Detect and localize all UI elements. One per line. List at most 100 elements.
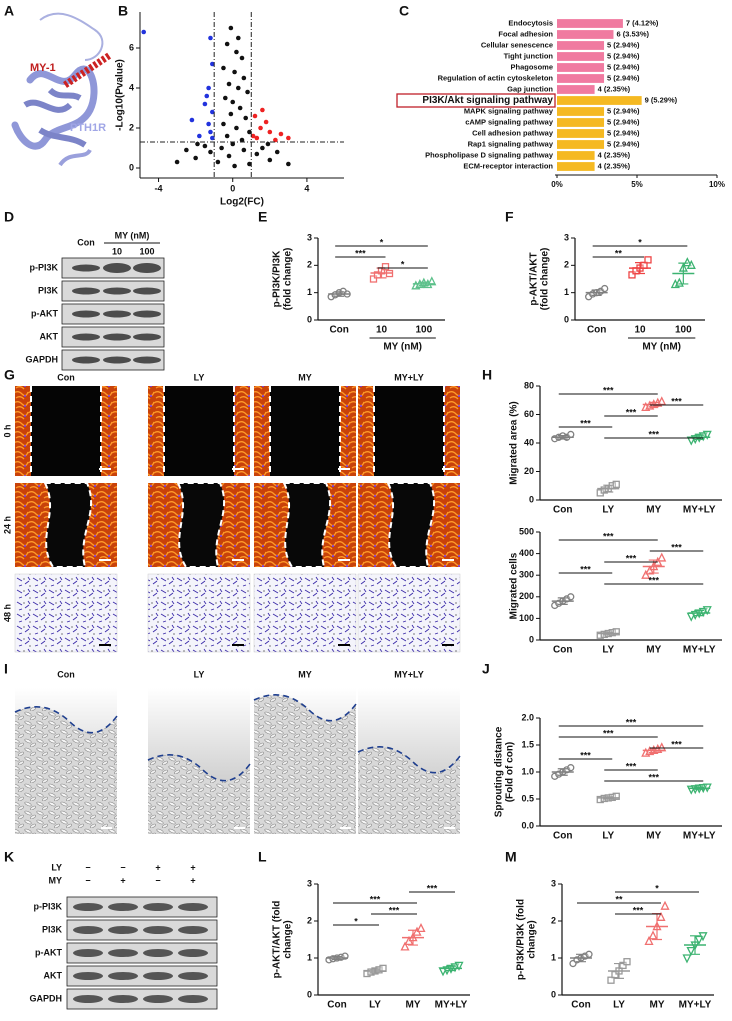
data-point [623, 958, 631, 966]
error-bar [332, 955, 342, 961]
data-point [381, 263, 390, 271]
x-tick-label: 100 [415, 325, 432, 336]
blot-row-label: AKT [44, 970, 63, 980]
bar [557, 85, 595, 94]
y-axis-label: Migrated area (%) [509, 401, 520, 484]
significance-label: * [638, 237, 642, 247]
x-tick-label: Con [553, 645, 572, 656]
point [260, 145, 265, 151]
wound-gap [43, 482, 93, 568]
helix-label: MY-1 [30, 62, 56, 74]
error-bar [557, 597, 568, 605]
error-bar [370, 968, 380, 974]
column-label: MY [298, 372, 312, 382]
point [274, 149, 280, 155]
group-label: MY (nM) [115, 230, 150, 240]
significance-label: *** [427, 883, 438, 893]
x-tick-label: LY [602, 645, 614, 656]
treatment-sign: + [190, 862, 195, 872]
significance-label: *** [370, 894, 381, 904]
data-point [674, 277, 684, 287]
y-tick-label: 300 [519, 570, 534, 580]
x-tick-label: Con [571, 1000, 590, 1011]
y-tick-label: 3 [564, 232, 569, 242]
x-tick-label: 0 [230, 183, 235, 193]
blot-band [178, 972, 208, 980]
column-label: MY [298, 669, 312, 679]
point [260, 107, 265, 113]
blot-row-label: PI3K [42, 924, 63, 934]
significance-label: *** [355, 248, 366, 258]
point [224, 133, 230, 139]
bar [557, 140, 605, 149]
significance-label: *** [626, 407, 637, 417]
y-tick-label: 6 [129, 42, 134, 52]
point [174, 159, 180, 165]
significance-label: * [655, 883, 659, 893]
data-point [567, 764, 575, 772]
point [206, 121, 211, 127]
data-point [648, 930, 658, 940]
point [202, 101, 208, 107]
category-label: Regulation of actin cytoskeleton [438, 73, 554, 82]
x-tick-label: MY+LY [683, 505, 716, 516]
blot-band [133, 356, 161, 364]
y-tick-label: 1 [551, 952, 556, 962]
error-bar [418, 281, 429, 287]
point [267, 129, 273, 135]
category-label: Focal adhesion [498, 29, 553, 38]
blot-strip [66, 942, 218, 964]
blot-band [133, 263, 161, 273]
data-point [600, 486, 608, 494]
significance-label: *** [626, 761, 637, 771]
point [252, 113, 258, 119]
error-bar [334, 291, 345, 297]
panel-letter: L [258, 849, 267, 865]
y-axis-label: p-PI3K/PI3K [272, 250, 283, 307]
significance-label: *** [389, 905, 400, 915]
point [228, 111, 234, 117]
y-axis-label: p-PI3K/PI3K (fold [516, 899, 527, 980]
blot-band [108, 972, 138, 980]
significance-label: *** [648, 772, 659, 782]
blot-band [73, 926, 103, 934]
significance-label: *** [580, 750, 591, 760]
treatment-sign: + [155, 862, 160, 872]
point [234, 125, 239, 131]
x-tick-label: 10 [376, 325, 388, 336]
y-tick-label: 2 [307, 915, 312, 925]
significance-label: *** [580, 564, 591, 574]
value-label: 5 (2.94%) [607, 128, 640, 137]
category-label: MAPK signaling pathway [464, 106, 554, 115]
column-label: MY+LY [394, 372, 423, 382]
category-label: Tight junction [504, 51, 554, 60]
error-bar [603, 631, 614, 636]
y-tick-label: 0.0 [521, 820, 534, 830]
cell-edge [340, 386, 356, 476]
value-label: 5 (2.94%) [607, 40, 640, 49]
data-point [660, 900, 670, 910]
significance-label: *** [626, 717, 637, 727]
x-tick-label: LY [613, 1000, 625, 1011]
data-point [657, 552, 667, 562]
blot-band [178, 903, 208, 911]
error-bar [694, 434, 705, 441]
significance-label: *** [626, 553, 637, 563]
group-label: MY (nM) [642, 342, 681, 353]
micrograph [253, 573, 357, 653]
blot-band [73, 949, 103, 957]
treatment-sign: + [190, 875, 195, 885]
y-tick-label: 2.0 [521, 712, 534, 722]
error-bar [694, 609, 705, 617]
category-label: Endocytosis [508, 18, 553, 27]
blot-band [133, 310, 161, 318]
point [228, 25, 234, 31]
blot-row-label: p-AKT [31, 308, 58, 318]
blot-band [143, 949, 173, 957]
micrograph [147, 573, 251, 653]
x-axis-label: Log2(FC) [220, 197, 264, 208]
error-bar [576, 953, 586, 963]
column-label: LY [194, 372, 205, 382]
y-tick-label: 1 [564, 287, 569, 297]
data-point [619, 961, 627, 970]
